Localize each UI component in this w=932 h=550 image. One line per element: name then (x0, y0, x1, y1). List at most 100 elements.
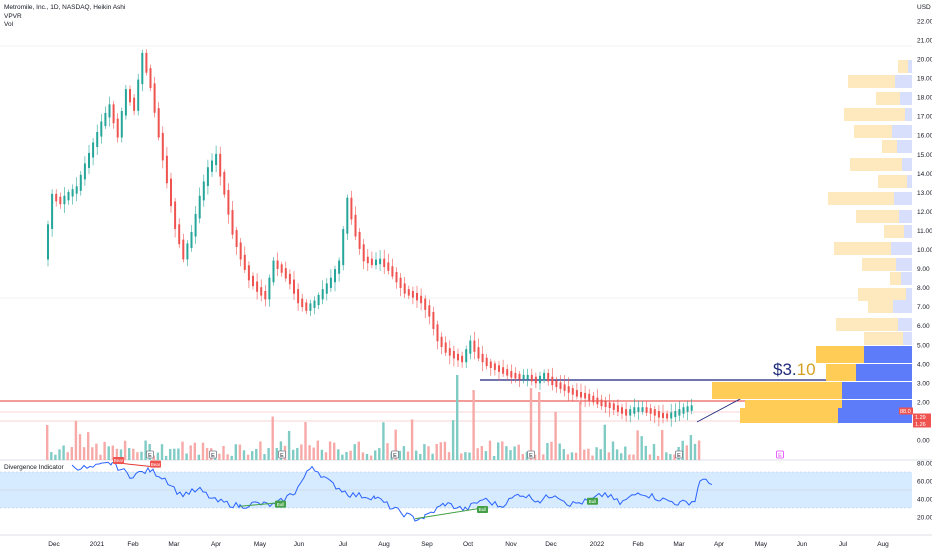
volume-bar (369, 455, 373, 460)
earnings-marker (675, 450, 683, 459)
bull-divergence-line (239, 502, 281, 507)
candle-body (432, 311, 435, 329)
volume-bar (521, 454, 524, 460)
candle-body (612, 403, 615, 410)
volume-bar (497, 442, 500, 460)
candle-body (133, 97, 136, 111)
earnings-marker (209, 450, 217, 459)
vp-down-volume (826, 364, 856, 381)
volume-bar (620, 453, 623, 460)
vp-faint-up (897, 140, 912, 153)
candle-body (452, 351, 455, 359)
volume-bar (517, 444, 520, 460)
candle-body (178, 224, 181, 245)
volume-bar (173, 448, 176, 460)
price-annotation[interactable]: $3.10 (773, 360, 816, 379)
time-tick: Aug (877, 541, 889, 548)
candle-body (588, 393, 591, 401)
volume-bar (603, 424, 606, 460)
volume-bar (181, 441, 184, 460)
vp-faint-down (844, 108, 905, 121)
time-tick: Dec (48, 541, 60, 548)
price-badge (913, 413, 931, 421)
volume-bar (558, 443, 561, 460)
candle-body (604, 401, 607, 408)
volume-bar (538, 392, 541, 460)
candle-body (182, 239, 185, 260)
candle-body (362, 244, 365, 262)
vp-faint-up (903, 332, 912, 345)
volume-bar (460, 453, 463, 460)
volume-bar (349, 450, 352, 460)
vp-up-volume (842, 400, 912, 408)
volume-bar (406, 451, 410, 460)
price-axis: USD 22.00 21.00 20.00 19.00 18.00 17.00 16.00 15… (899, 4, 932, 522)
candle-body (444, 342, 447, 353)
volume-bar (419, 454, 422, 460)
candle-body (149, 68, 152, 88)
price-tick: 16.00 (917, 133, 932, 140)
volume-bar (197, 454, 201, 460)
candle-body (165, 155, 168, 184)
candle-body (645, 407, 648, 413)
candle-body (387, 262, 390, 271)
candle-body (518, 373, 521, 380)
indicator-vol[interactable]: Vol (4, 21, 14, 28)
time-tick: Feb (127, 541, 139, 548)
candle-body (186, 243, 189, 260)
vp-faint-up (892, 125, 912, 138)
vp-faint-down (890, 272, 901, 285)
volume-bar (156, 452, 160, 460)
earnings-label: E (280, 453, 284, 459)
candle-body (75, 186, 78, 194)
volume-bar (58, 449, 61, 460)
candle-body (313, 300, 316, 308)
volume-bar (550, 441, 553, 460)
candle-body (51, 193, 54, 229)
earnings-marker (776, 450, 784, 459)
volume-bar (128, 448, 131, 460)
price-tick: 14.00 (917, 171, 932, 178)
volume-bar (259, 441, 262, 460)
indicator-vpvr[interactable]: VPVR (4, 12, 22, 20)
candle-body (268, 277, 271, 300)
volume-profile (712, 60, 912, 423)
candle-body (370, 258, 373, 266)
candle-body (682, 407, 685, 414)
oscillator-line (71, 461, 713, 522)
time-tick: Jul (339, 541, 348, 548)
volume-bar (123, 440, 127, 460)
volume-bar (230, 455, 233, 460)
volume-bar (505, 446, 508, 460)
candle-body (498, 365, 500, 372)
volume-bar (681, 440, 684, 460)
bear-label-box (150, 460, 161, 468)
volume-bar (501, 441, 504, 460)
candle-body (129, 89, 131, 103)
volume-bar (267, 448, 270, 460)
price-tick: 3.00 (917, 380, 930, 387)
candle-body (641, 407, 644, 412)
volume-bar (443, 441, 447, 460)
candle-body (264, 291, 267, 300)
bear-label-box (113, 457, 124, 464)
volume-bar (316, 440, 319, 460)
candle-body (563, 384, 566, 391)
volume-bar (255, 448, 258, 460)
vp-faint-up (898, 318, 912, 331)
oscillator-title[interactable]: Divergence Indicator (4, 464, 64, 471)
candle-body (305, 302, 308, 311)
volume-bar (468, 452, 471, 460)
candle-body (510, 371, 513, 378)
volume-bar (234, 444, 237, 460)
vp-faint-down (884, 225, 904, 238)
candle-body (223, 171, 226, 195)
candles (47, 49, 693, 427)
candle-body (621, 407, 623, 414)
bull-divergence-line (414, 507, 483, 520)
candle-body (59, 196, 62, 205)
currency-label: USD (917, 4, 931, 11)
vp-faint-down (850, 158, 902, 171)
vp-faint-down (854, 125, 892, 138)
